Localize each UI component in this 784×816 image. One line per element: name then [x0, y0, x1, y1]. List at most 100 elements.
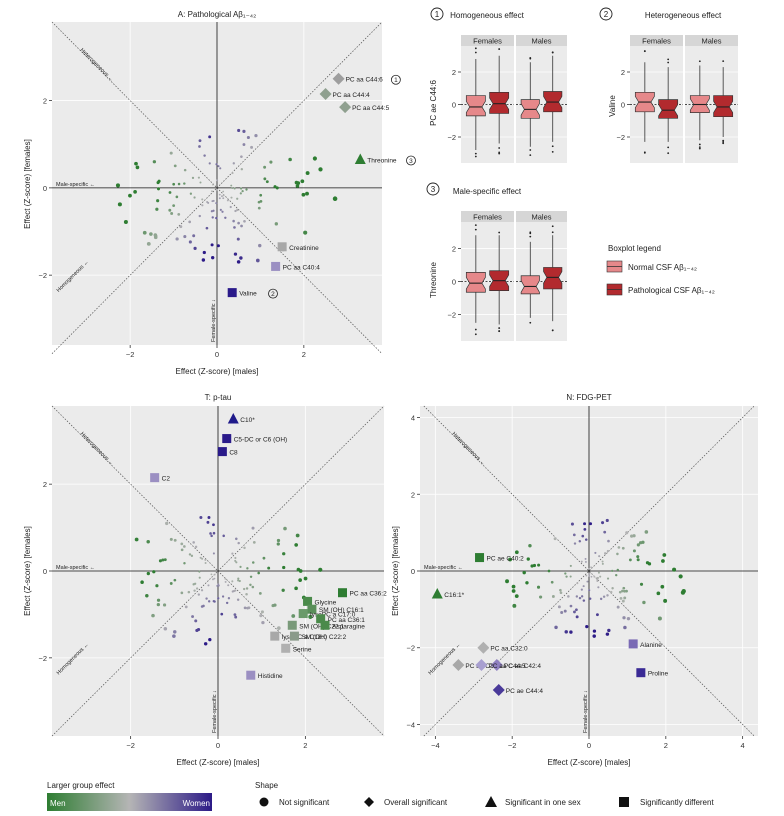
data-point — [219, 167, 222, 170]
x-tick-label: 2 — [303, 741, 307, 750]
box-outlier — [529, 235, 532, 238]
data-point — [165, 521, 169, 526]
data-point — [168, 191, 172, 194]
box-outlier — [474, 224, 477, 227]
data-point — [183, 545, 186, 548]
data-point — [602, 595, 606, 598]
data-point — [207, 515, 211, 519]
data-point — [251, 526, 255, 530]
data-point — [245, 592, 248, 596]
data-point — [204, 558, 207, 561]
labeled-point-square — [289, 631, 299, 641]
point-label: Alanine — [640, 642, 662, 649]
labeled-point-diamond — [475, 659, 488, 672]
data-point — [152, 160, 157, 164]
data-point — [172, 634, 176, 638]
data-point — [243, 606, 247, 610]
data-point — [514, 594, 519, 599]
data-point — [225, 601, 229, 605]
data-point — [598, 555, 601, 558]
data-point — [238, 579, 241, 583]
labeled-point-diamond — [339, 101, 352, 114]
data-point — [625, 531, 629, 535]
labeled-point-square — [150, 473, 160, 483]
facet-label: Males — [701, 37, 721, 46]
box-outlier — [643, 151, 646, 154]
box-outlier — [551, 145, 554, 148]
box-outlier — [474, 51, 477, 54]
data-point — [567, 595, 570, 598]
effect-gradient-bar — [47, 793, 212, 811]
data-point — [269, 160, 273, 164]
data-point — [263, 177, 267, 181]
data-point — [199, 556, 202, 559]
data-point — [678, 574, 683, 579]
boxes — [634, 50, 734, 155]
data-point — [209, 532, 212, 535]
male-specific-label: Male-specific ← — [56, 565, 95, 571]
guide-lines — [420, 405, 758, 737]
data-point — [173, 538, 177, 542]
data-point — [194, 619, 198, 623]
data-point — [575, 595, 579, 598]
data-point — [580, 560, 583, 563]
data-point — [580, 588, 583, 591]
data-point — [557, 605, 561, 609]
data-point — [626, 616, 631, 621]
data-point — [282, 565, 286, 570]
data-point — [198, 145, 201, 148]
data-point — [623, 589, 626, 593]
data-point — [234, 615, 238, 619]
data-point — [156, 181, 160, 185]
data-point — [155, 584, 159, 588]
point-tag-badge — [406, 155, 416, 166]
data-point — [539, 595, 543, 599]
data-point — [312, 156, 317, 161]
data-point — [237, 577, 240, 580]
point-label: C8 — [229, 450, 238, 457]
labeled-point-triangle — [227, 413, 239, 424]
data-point — [215, 216, 218, 220]
y-axis-label: Threonine — [429, 261, 438, 298]
data-point — [276, 538, 281, 543]
data-point — [621, 546, 625, 550]
x-tick-label: −2 — [126, 350, 135, 359]
data-point — [601, 521, 605, 525]
data-point — [294, 586, 298, 591]
data-point — [588, 589, 591, 592]
data-point — [603, 552, 607, 555]
data-point — [301, 192, 306, 197]
data-point — [276, 626, 281, 630]
box-outlier — [698, 60, 701, 63]
box-outlier — [722, 142, 725, 145]
data-point — [201, 258, 206, 262]
data-point — [559, 588, 562, 592]
data-point — [257, 206, 261, 210]
labeled-point-square — [217, 447, 227, 457]
data-point — [619, 597, 623, 600]
data-point — [656, 591, 661, 596]
data-point — [318, 567, 323, 572]
data-point — [249, 575, 253, 579]
data-point — [611, 587, 614, 590]
y-tick-label: −4 — [406, 720, 415, 729]
labeled-point-square — [298, 609, 308, 619]
data-point — [632, 534, 636, 538]
data-point — [260, 610, 264, 614]
data-point — [642, 600, 646, 605]
data-point — [149, 232, 153, 236]
data-point — [210, 534, 213, 538]
data-point — [294, 543, 299, 547]
data-point — [252, 541, 256, 544]
data-point — [192, 234, 196, 238]
data-point — [550, 580, 554, 584]
data-point — [231, 590, 234, 593]
labeled-point-square — [338, 588, 347, 598]
data-point — [236, 208, 239, 212]
data-point — [512, 603, 517, 608]
data-point — [216, 244, 220, 248]
x-tick-label: −2 — [508, 741, 517, 750]
data-point — [582, 599, 586, 602]
data-point — [575, 608, 578, 612]
data-point — [212, 209, 215, 212]
